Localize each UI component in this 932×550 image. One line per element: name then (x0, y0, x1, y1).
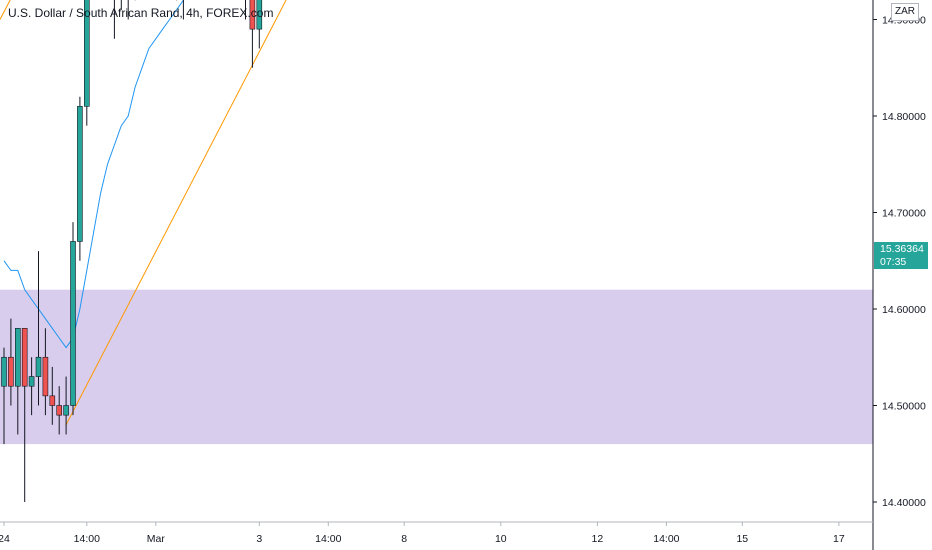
candle-body[interactable] (35, 356, 42, 377)
candle-body[interactable] (8, 356, 14, 387)
candle-body[interactable] (49, 395, 56, 406)
price-tick-label: 14.40000 (882, 497, 926, 509)
ema-layer (3, 0, 185, 349)
candle-body[interactable] (28, 376, 35, 387)
price-tick-label: 14.60000 (882, 304, 926, 316)
time-tick-label: 15 (736, 533, 748, 545)
candle-body[interactable] (63, 405, 69, 416)
trendlines-layer (0, 0, 601, 426)
time-tick-label: 14:00 (74, 533, 100, 545)
currency-tag[interactable]: ZAR (891, 3, 919, 21)
time-tick-label: 12 (592, 533, 604, 545)
last-price-label: 15.36364 07:35 (874, 242, 928, 269)
time-tick-label: 14:00 (653, 533, 679, 545)
candle-body[interactable] (70, 241, 76, 406)
time-tick-label: 14:00 (315, 533, 341, 545)
candle-body[interactable] (15, 327, 21, 387)
candle-body[interactable] (249, 0, 256, 30)
candles-layer (1, 0, 263, 502)
price-tick-label: 14.80000 (882, 111, 926, 123)
price-tick-label: 14.70000 (882, 208, 926, 220)
candle-body[interactable] (256, 0, 263, 30)
channel-lower-line[interactable] (65, 0, 601, 426)
time-axis: 24 14:00 Mar 3 14:00 8 10 12 14:00 15 17 (0, 522, 845, 545)
candle-body[interactable] (21, 327, 28, 387)
last-price: 15.36364 (880, 243, 924, 255)
time-tick-label: Mar (147, 533, 166, 545)
bar-countdown: 07:35 (880, 256, 907, 268)
ema-line (3, 0, 185, 349)
candle-body[interactable] (42, 356, 49, 397)
support-zone (0, 289, 873, 445)
chart-title: U.S. Dollar / South African Rand, 4h, FO… (8, 6, 274, 20)
time-tick-label: 10 (495, 533, 507, 545)
candle-body[interactable] (56, 405, 63, 416)
time-tick-label: 8 (401, 533, 407, 545)
price-tick-label: 14.50000 (882, 401, 926, 413)
candle-body[interactable] (84, 0, 90, 107)
time-tick-label: 3 (256, 533, 262, 545)
candle-body[interactable] (77, 106, 83, 242)
time-tick-label: 17 (833, 533, 845, 545)
time-tick-label: 24 (0, 533, 10, 545)
zones-layer (0, 289, 873, 445)
candle-body[interactable] (1, 356, 7, 387)
